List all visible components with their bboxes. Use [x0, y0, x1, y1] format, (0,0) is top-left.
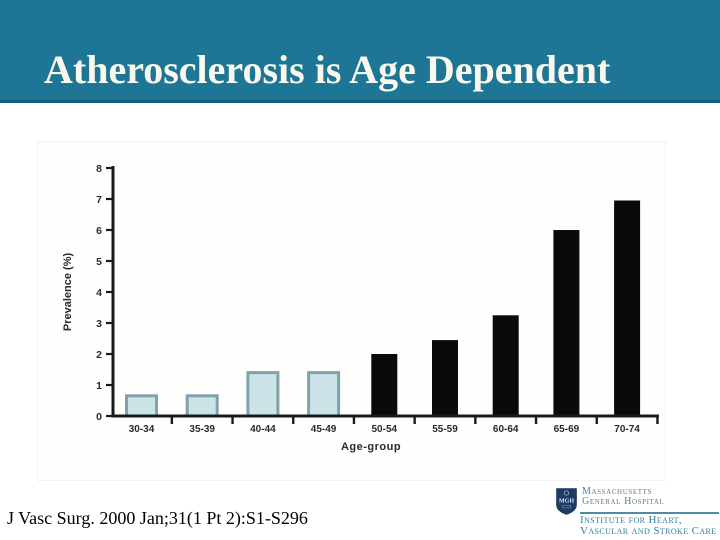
page-title: Atherosclerosis is Age Dependent	[44, 47, 611, 92]
prevalence-bar-chart: 0 1 2 3 4 5 6 7 8 30-34 35-39 40-44 45-49 50-54 55-59 6…	[62, 163, 659, 453]
logo-divider	[580, 512, 719, 514]
x-category-label: 30-34	[129, 424, 155, 435]
y-tick-label: 2	[96, 349, 102, 361]
x-category-label: 55-59	[432, 424, 458, 435]
y-tick-label: 6	[96, 225, 102, 237]
y-tick-label: 7	[96, 194, 102, 206]
hospital-name: Massachusetts General Hospital	[582, 487, 664, 507]
x-category-label: 60-64	[493, 424, 519, 435]
y-tick-label: 1	[96, 380, 102, 392]
institute-line1: Institute for Heart,	[580, 514, 683, 526]
bar-60-64	[492, 315, 519, 417]
x-category-label: 65-69	[554, 424, 580, 435]
mgh-logo: MGH Massachusetts General Hospital Insti…	[556, 487, 720, 537]
mgh-shield-icon: MGH	[556, 488, 577, 515]
bar-30-34	[125, 394, 158, 418]
hospital-name-line2: General Hospital	[582, 496, 665, 507]
hospital-name-line1: Massachusetts	[582, 486, 652, 497]
y-tick-label: 5	[96, 256, 102, 268]
x-category-label: 35-39	[189, 424, 215, 435]
y-tick-label: 0	[96, 411, 102, 423]
bar-35-39	[185, 394, 219, 418]
y-axis-title: Prevalence (%)	[62, 253, 74, 332]
chart: 0 1 2 3 4 5 6 7 8 30-34 35-39 40-44 45-49 50-54 55-59 6…	[38, 142, 665, 480]
y-tick-label: 8	[96, 163, 102, 175]
y-tick-label: 3	[96, 318, 102, 330]
x-axis-title: Age-group	[341, 441, 401, 453]
y-tick-label: 4	[96, 287, 102, 299]
bar-70-74	[614, 200, 641, 416]
bar-50-54	[371, 354, 398, 416]
shield-monogram: MGH	[559, 499, 574, 505]
x-category-label: 40-44	[250, 424, 276, 435]
x-category-label: 45-49	[311, 424, 337, 435]
institute-line2: Vascular and Stroke Care	[580, 524, 717, 537]
slide-title-bar: Atherosclerosis is Age Dependent	[0, 0, 720, 103]
bar-45-49	[307, 371, 341, 418]
x-category-label: 50-54	[372, 424, 398, 435]
bar-65-69	[553, 230, 580, 416]
bar-40-44	[246, 371, 280, 418]
bar-55-59	[432, 340, 458, 417]
citation-text: J Vasc Surg. 2000 Jan;31(1 Pt 2):S1-S296	[7, 508, 308, 528]
x-category-label: 70-74	[614, 424, 640, 435]
institute-name: Institute for Heart, Vascular and Stroke…	[580, 515, 717, 536]
